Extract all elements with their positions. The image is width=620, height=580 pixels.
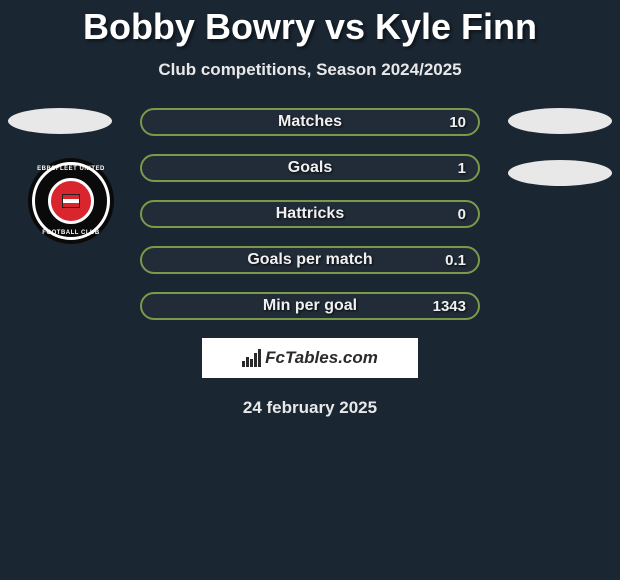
stat-label: Hattricks (276, 205, 344, 223)
date-text: 24 february 2025 (0, 398, 620, 418)
stat-row-matches: Matches 10 (140, 108, 480, 136)
stat-value-right: 0 (458, 206, 466, 223)
stat-label: Goals (288, 159, 332, 177)
stat-value-right: 1 (458, 160, 466, 177)
stat-value-right: 0.1 (445, 252, 466, 269)
stat-rows: Matches 10 Goals 1 Hattricks 0 Goals per… (140, 108, 480, 320)
stat-label: Matches (278, 113, 342, 131)
stat-row-goals-per-match: Goals per match 0.1 (140, 246, 480, 274)
brand-logo: FcTables.com (202, 338, 418, 378)
stat-row-goals: Goals 1 (140, 154, 480, 182)
stat-row-min-per-goal: Min per goal 1343 (140, 292, 480, 320)
club-badge-left: EBBSFLEET UNITED FOOTBALL CLUB (28, 158, 114, 244)
club-badge-flag-icon (62, 194, 80, 208)
club-logo-right-placeholder (508, 160, 612, 186)
stat-label: Min per goal (263, 297, 357, 315)
stat-value-right: 1343 (433, 298, 466, 315)
brand-text: FcTables.com (265, 348, 378, 368)
comparison-panel: EBBSFLEET UNITED FOOTBALL CLUB Matches 1… (0, 108, 620, 418)
club-badge-inner (48, 178, 94, 224)
club-badge-bottom-text: FOOTBALL CLUB (28, 230, 114, 236)
stat-label: Goals per match (247, 251, 372, 269)
subtitle: Club competitions, Season 2024/2025 (0, 60, 620, 80)
bar-chart-icon (242, 349, 261, 367)
page-title: Bobby Bowry vs Kyle Finn (0, 0, 620, 48)
player-avatar-right-placeholder (508, 108, 612, 134)
player-avatar-left-placeholder (8, 108, 112, 134)
stat-value-right: 10 (449, 114, 466, 131)
stat-row-hattricks: Hattricks 0 (140, 200, 480, 228)
club-badge-top-text: EBBSFLEET UNITED (28, 166, 114, 172)
